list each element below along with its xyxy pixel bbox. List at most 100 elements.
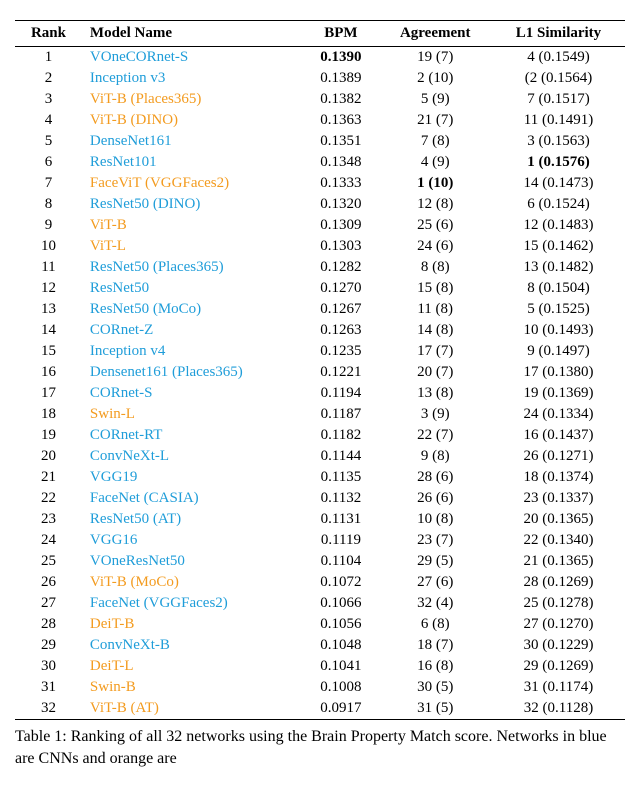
table-row: 27FaceNet (VGGFaces2)0.106632 (4)25 (0.1… <box>15 593 625 614</box>
cell-l1: 8 (0.1504) <box>492 278 625 299</box>
table-row: 8ResNet50 (DINO)0.132012 (8)6 (0.1524) <box>15 194 625 215</box>
cell-bpm: 0.1221 <box>303 362 378 383</box>
cell-rank: 3 <box>15 89 82 110</box>
table-row: 23ResNet50 (AT)0.113110 (8)20 (0.1365) <box>15 509 625 530</box>
cell-l1: 27 (0.1270) <box>492 614 625 635</box>
cell-bpm: 0.1382 <box>303 89 378 110</box>
cell-model: ViT-B (Places365) <box>82 89 303 110</box>
cell-model: CORnet-S <box>82 383 303 404</box>
cell-rank: 20 <box>15 446 82 467</box>
cell-model: DeiT-L <box>82 656 303 677</box>
table-row: 13ResNet50 (MoCo)0.126711 (8)5 (0.1525) <box>15 299 625 320</box>
cell-agreement: 31 (5) <box>378 698 491 720</box>
cell-rank: 28 <box>15 614 82 635</box>
cell-bpm: 0.1104 <box>303 551 378 572</box>
cell-rank: 1 <box>15 47 82 69</box>
cell-l1: 7 (0.1517) <box>492 89 625 110</box>
cell-l1: 22 (0.1340) <box>492 530 625 551</box>
cell-agreement: 19 (7) <box>378 47 491 69</box>
cell-model: ViT-B (AT) <box>82 698 303 720</box>
cell-agreement: 29 (5) <box>378 551 491 572</box>
cell-bpm: 0.1390 <box>303 47 378 69</box>
cell-rank: 30 <box>15 656 82 677</box>
cell-bpm: 0.1194 <box>303 383 378 404</box>
cell-rank: 5 <box>15 131 82 152</box>
cell-l1: 23 (0.1337) <box>492 488 625 509</box>
cell-agreement: 5 (9) <box>378 89 491 110</box>
cell-l1: 24 (0.1334) <box>492 404 625 425</box>
header-agreement: Agreement <box>378 21 491 47</box>
table-row: 15Inception v40.123517 (7)9 (0.1497) <box>15 341 625 362</box>
table-row: 7FaceViT (VGGFaces2)0.13331 (10)14 (0.14… <box>15 173 625 194</box>
cell-l1: 17 (0.1380) <box>492 362 625 383</box>
cell-rank: 12 <box>15 278 82 299</box>
cell-rank: 14 <box>15 320 82 341</box>
table-row: 31Swin-B0.100830 (5)31 (0.1174) <box>15 677 625 698</box>
header-bpm: BPM <box>303 21 378 47</box>
table-caption: Table 1: Ranking of all 32 networks usin… <box>15 726 625 769</box>
table-row: 20ConvNeXt-L0.11449 (8)26 (0.1271) <box>15 446 625 467</box>
cell-l1: 18 (0.1374) <box>492 467 625 488</box>
table-row: 17CORnet-S0.119413 (8)19 (0.1369) <box>15 383 625 404</box>
cell-bpm: 0.1135 <box>303 467 378 488</box>
cell-agreement: 6 (8) <box>378 614 491 635</box>
cell-rank: 2 <box>15 68 82 89</box>
table-row: 14CORnet-Z0.126314 (8)10 (0.1493) <box>15 320 625 341</box>
table-row: 9ViT-B0.130925 (6)12 (0.1483) <box>15 215 625 236</box>
table-row: 5DenseNet1610.13517 (8)3 (0.1563) <box>15 131 625 152</box>
cell-rank: 13 <box>15 299 82 320</box>
cell-l1: 19 (0.1369) <box>492 383 625 404</box>
cell-rank: 10 <box>15 236 82 257</box>
cell-model: CORnet-RT <box>82 425 303 446</box>
cell-model: ResNet50 (DINO) <box>82 194 303 215</box>
table-row: 1VOneCORnet-S0.139019 (7)4 (0.1549) <box>15 47 625 69</box>
cell-bpm: 0.1333 <box>303 173 378 194</box>
table-row: 29ConvNeXt-B0.104818 (7)30 (0.1229) <box>15 635 625 656</box>
cell-bpm: 0.0917 <box>303 698 378 720</box>
cell-agreement: 24 (6) <box>378 236 491 257</box>
table-row: 30DeiT-L0.104116 (8)29 (0.1269) <box>15 656 625 677</box>
cell-bpm: 0.1351 <box>303 131 378 152</box>
table-row: 11ResNet50 (Places365)0.12828 (8)13 (0.1… <box>15 257 625 278</box>
cell-model: ResNet50 (MoCo) <box>82 299 303 320</box>
cell-bpm: 0.1132 <box>303 488 378 509</box>
cell-bpm: 0.1270 <box>303 278 378 299</box>
cell-model: ResNet50 (Places365) <box>82 257 303 278</box>
cell-model: Inception v4 <box>82 341 303 362</box>
cell-rank: 7 <box>15 173 82 194</box>
cell-bpm: 0.1303 <box>303 236 378 257</box>
cell-l1: 1 (0.1576) <box>492 152 625 173</box>
cell-bpm: 0.1182 <box>303 425 378 446</box>
cell-rank: 9 <box>15 215 82 236</box>
cell-bpm: 0.1348 <box>303 152 378 173</box>
cell-bpm: 0.1056 <box>303 614 378 635</box>
table-row: 24VGG160.111923 (7)22 (0.1340) <box>15 530 625 551</box>
cell-rank: 4 <box>15 110 82 131</box>
cell-l1: 6 (0.1524) <box>492 194 625 215</box>
cell-l1: 31 (0.1174) <box>492 677 625 698</box>
cell-agreement: 3 (9) <box>378 404 491 425</box>
cell-bpm: 0.1131 <box>303 509 378 530</box>
cell-model: ViT-B <box>82 215 303 236</box>
cell-model: ResNet50 <box>82 278 303 299</box>
cell-l1: 3 (0.1563) <box>492 131 625 152</box>
cell-rank: 23 <box>15 509 82 530</box>
cell-agreement: 10 (8) <box>378 509 491 530</box>
cell-model: ConvNeXt-L <box>82 446 303 467</box>
ranking-table: Rank Model Name BPM Agreement L1 Similar… <box>15 20 625 720</box>
cell-model: DeiT-B <box>82 614 303 635</box>
cell-model: VGG19 <box>82 467 303 488</box>
cell-l1: 5 (0.1525) <box>492 299 625 320</box>
cell-agreement: 25 (6) <box>378 215 491 236</box>
cell-model: ConvNeXt-B <box>82 635 303 656</box>
table-row: 32ViT-B (AT)0.091731 (5)32 (0.1128) <box>15 698 625 720</box>
cell-agreement: 27 (6) <box>378 572 491 593</box>
cell-model: VOneCORnet-S <box>82 47 303 69</box>
cell-model: Swin-B <box>82 677 303 698</box>
table-row: 21VGG190.113528 (6)18 (0.1374) <box>15 467 625 488</box>
table-row: 22FaceNet (CASIA)0.113226 (6)23 (0.1337) <box>15 488 625 509</box>
cell-agreement: 17 (7) <box>378 341 491 362</box>
cell-bpm: 0.1389 <box>303 68 378 89</box>
cell-l1: 29 (0.1269) <box>492 656 625 677</box>
header-l1: L1 Similarity <box>492 21 625 47</box>
